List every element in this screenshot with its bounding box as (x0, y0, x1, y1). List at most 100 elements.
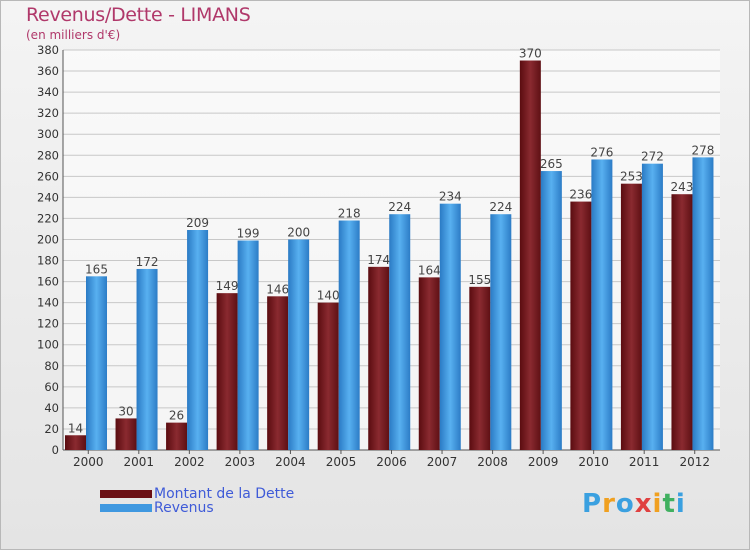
data-label-revenue: 172 (136, 255, 159, 269)
logo-letter: o (615, 489, 635, 519)
logo-letter: r (602, 489, 616, 519)
y-tick-label: 260 (37, 169, 59, 183)
legend-swatch-debt (100, 490, 152, 498)
y-tick-label: 340 (37, 85, 59, 99)
chart-title: Revenus/Dette - LIMANS (26, 4, 251, 26)
data-label-revenue: 234 (439, 190, 462, 204)
x-tick-label: 2003 (225, 455, 256, 469)
legend-label-debt: Montant de la Dette (154, 486, 295, 502)
data-label-debt: 253 (620, 170, 643, 184)
data-label-debt: 30 (118, 404, 133, 418)
bar-revenue (288, 239, 310, 450)
data-label-revenue: 272 (641, 150, 664, 164)
bar-debt (267, 296, 289, 450)
y-tick-label: 140 (37, 296, 59, 310)
y-tick-label: 0 (52, 443, 59, 457)
data-label-debt: 370 (519, 47, 542, 61)
y-tick-label: 360 (37, 64, 59, 78)
legend-swatch-revenue (100, 504, 152, 512)
bar-debt (115, 418, 137, 450)
y-tick-label: 60 (44, 380, 59, 394)
data-label-revenue: 209 (186, 216, 209, 230)
data-label-debt: 174 (367, 253, 390, 267)
bar-debt (519, 60, 541, 451)
bar-debt (65, 435, 86, 450)
data-label-debt: 155 (468, 273, 491, 287)
data-label-revenue: 224 (489, 200, 512, 214)
bar-debt (166, 422, 188, 450)
logo-letter: P (582, 489, 603, 519)
bar-revenue (490, 214, 512, 450)
legend-label-revenue: Revenus (154, 500, 214, 516)
x-tick-label: 2000 (73, 455, 104, 469)
data-label-revenue: 200 (287, 225, 310, 239)
bar-debt (469, 286, 491, 450)
y-tick-label: 200 (37, 232, 59, 246)
x-tick-label: 2008 (477, 455, 508, 469)
data-label-revenue: 218 (338, 207, 361, 221)
y-tick-label: 380 (37, 43, 59, 57)
data-label-revenue: 165 (85, 262, 108, 276)
data-label-debt: 149 (216, 279, 239, 293)
bar-revenue (389, 214, 411, 450)
data-label-revenue: 265 (540, 157, 563, 171)
bar-revenue (338, 220, 360, 450)
x-tick-label: 2012 (679, 455, 710, 469)
bar-debt (368, 266, 390, 450)
y-tick-label: 240 (37, 190, 59, 204)
y-tick-label: 180 (37, 254, 59, 268)
data-label-revenue: 276 (590, 145, 613, 159)
y-tick-label: 160 (37, 275, 59, 289)
bar-revenue (540, 171, 562, 451)
legend-item-revenue: Revenus (100, 501, 294, 515)
bar-revenue (136, 268, 158, 450)
x-tick-label: 2010 (578, 455, 609, 469)
bar-debt (216, 293, 238, 450)
logo-letter: i (652, 489, 663, 519)
bar-debt (317, 302, 339, 450)
data-label-debt: 243 (671, 180, 694, 194)
y-tick-label: 80 (44, 359, 59, 373)
chart-subtitle: (en milliers d'€) (26, 28, 121, 42)
bar-revenue (591, 159, 613, 450)
x-tick-label: 2005 (326, 455, 357, 469)
y-tick-label: 20 (44, 422, 59, 436)
y-tick-label: 100 (37, 338, 59, 352)
legend-item-debt: Montant de la Dette (100, 487, 294, 501)
x-tick-label: 2011 (629, 455, 660, 469)
x-tick-label: 2002 (174, 455, 205, 469)
x-tick-label: 2007 (427, 455, 458, 469)
data-label-revenue: 199 (237, 227, 260, 241)
bar-revenue (439, 203, 461, 450)
x-tick-label: 2006 (376, 455, 407, 469)
bar-revenue (187, 230, 209, 450)
bar-revenue (692, 157, 714, 451)
data-label-debt: 14 (68, 421, 83, 435)
legend: Montant de la Dette Revenus (100, 487, 294, 515)
bar-revenue (237, 240, 259, 450)
bar-revenue (641, 163, 663, 450)
proxiti-logo: Proxiti (582, 489, 686, 519)
logo-letter: x (634, 489, 653, 519)
data-label-debt: 140 (317, 289, 340, 303)
y-tick-label: 280 (37, 148, 59, 162)
x-tick-label: 2004 (275, 455, 306, 469)
y-tick-label: 320 (37, 106, 59, 120)
y-tick-label: 120 (37, 317, 59, 331)
bar-debt (418, 277, 440, 450)
y-tick-label: 300 (37, 127, 59, 141)
bar-debt (671, 194, 693, 450)
data-label-debt: 26 (169, 409, 184, 423)
data-label-revenue: 224 (388, 200, 411, 214)
data-label-debt: 164 (418, 263, 441, 277)
bar-debt (570, 201, 592, 450)
data-label-debt: 236 (569, 188, 592, 202)
bar-revenue (86, 276, 107, 450)
x-tick-label: 2001 (124, 455, 155, 469)
bar-debt (620, 183, 642, 450)
data-label-revenue: 278 (692, 143, 715, 157)
logo-letter: t (662, 489, 676, 519)
y-tick-label: 40 (44, 401, 59, 415)
y-tick-label: 220 (37, 211, 59, 225)
